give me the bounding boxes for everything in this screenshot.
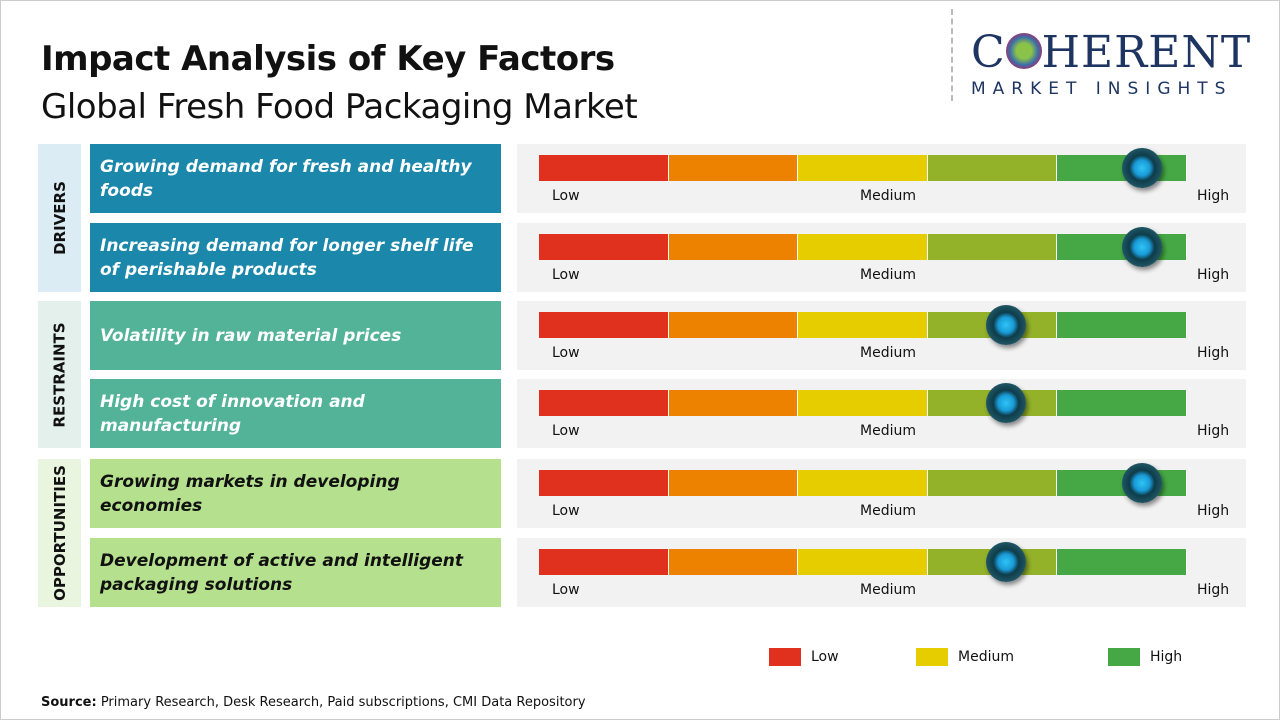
scale-low-label: Low bbox=[552, 582, 580, 598]
gauge-bar bbox=[539, 470, 1187, 496]
category-label: DRIVERS bbox=[50, 181, 69, 255]
gauge-segment bbox=[668, 155, 799, 181]
impact-gauge: Low Medium High bbox=[517, 223, 1246, 292]
category-label: RESTRAINTS bbox=[50, 321, 69, 428]
legend-swatch bbox=[769, 648, 801, 666]
gauge-segment bbox=[798, 390, 928, 416]
impact-marker bbox=[985, 383, 1026, 423]
scale-low-label: Low bbox=[552, 188, 580, 204]
gauge-segment bbox=[668, 390, 799, 416]
gauge-segment bbox=[539, 312, 669, 338]
legend-label: Medium bbox=[958, 649, 1014, 665]
category-restraints: RESTRAINTS bbox=[38, 301, 81, 448]
gauge-bar bbox=[539, 390, 1187, 416]
legend-item: Medium bbox=[916, 648, 1014, 666]
gauge-segment bbox=[1057, 312, 1187, 338]
impact-gauge: Low Medium High bbox=[517, 301, 1246, 370]
gauge-bar bbox=[539, 549, 1187, 575]
gauge-segment bbox=[668, 549, 799, 575]
legend-label: High bbox=[1150, 649, 1183, 665]
gauge-bar bbox=[539, 234, 1187, 260]
impact-gauge: Low Medium High bbox=[517, 144, 1246, 213]
scale-high-label: High bbox=[1197, 582, 1230, 598]
impact-marker bbox=[1121, 227, 1162, 267]
source-note: Source: Primary Research, Desk Research,… bbox=[41, 695, 586, 710]
scale-high-label: High bbox=[1197, 345, 1230, 361]
gauge-segment bbox=[668, 234, 799, 260]
scale-low-label: Low bbox=[552, 267, 580, 283]
gauge-bar bbox=[539, 312, 1187, 338]
scale-low-label: Low bbox=[552, 345, 580, 361]
legend-swatch bbox=[916, 648, 948, 666]
scale-high-label: High bbox=[1197, 423, 1230, 439]
scale-high-label: High bbox=[1197, 503, 1230, 519]
gauge-segment bbox=[798, 549, 928, 575]
impact-marker bbox=[1121, 463, 1162, 503]
impact-marker bbox=[1121, 148, 1162, 188]
coherent-logo: C HERENT MARKET INSIGHTS bbox=[951, 9, 1271, 101]
gauge-segment bbox=[798, 312, 928, 338]
page-title: Impact Analysis of Key Factors bbox=[41, 39, 615, 79]
gauge-segment bbox=[539, 234, 669, 260]
factor-label: Growing demand for fresh and healthy foo… bbox=[90, 144, 501, 213]
scale-medium-label: Medium bbox=[860, 267, 916, 283]
scale-medium-label: Medium bbox=[860, 188, 916, 204]
globe-icon bbox=[1005, 33, 1042, 69]
scale-low-label: Low bbox=[552, 503, 580, 519]
category-opportunities: OPPORTUNITIES bbox=[38, 459, 81, 607]
scale-high-label: High bbox=[1197, 267, 1230, 283]
gauge-bar bbox=[539, 155, 1187, 181]
gauge-segment bbox=[1057, 390, 1187, 416]
scale-medium-label: Medium bbox=[860, 503, 916, 519]
gauge-segment bbox=[539, 390, 669, 416]
source-label: Source: bbox=[41, 695, 97, 710]
impact-gauge: Low Medium High bbox=[517, 459, 1246, 528]
gauge-segment bbox=[1057, 549, 1187, 575]
impact-gauge: Low Medium High bbox=[517, 379, 1246, 448]
scale-medium-label: Medium bbox=[860, 423, 916, 439]
scale-medium-label: Medium bbox=[860, 582, 916, 598]
gauge-segment bbox=[668, 312, 799, 338]
scale-high-label: High bbox=[1197, 188, 1230, 204]
gauge-segment bbox=[668, 470, 799, 496]
factor-label: Volatility in raw material prices bbox=[90, 301, 501, 370]
gauge-segment bbox=[927, 155, 1058, 181]
factor-label: Development of active and intelligent pa… bbox=[90, 538, 501, 607]
factor-label: High cost of innovation and manufacturin… bbox=[90, 379, 501, 448]
gauge-segment bbox=[927, 470, 1058, 496]
legend-item: High bbox=[1108, 648, 1182, 666]
impact-marker bbox=[985, 305, 1026, 345]
impact-gauge: Low Medium High bbox=[517, 538, 1246, 607]
gauge-segment bbox=[539, 549, 669, 575]
scale-medium-label: Medium bbox=[860, 345, 916, 361]
source-text: Primary Research, Desk Research, Paid su… bbox=[96, 695, 586, 710]
gauge-segment bbox=[539, 155, 669, 181]
factor-label: Growing markets in developing economies bbox=[90, 459, 501, 528]
logo-wordmark: C HERENT bbox=[971, 27, 1252, 78]
page-subtitle: Global Fresh Food Packaging Market bbox=[41, 87, 638, 127]
impact-marker bbox=[985, 542, 1026, 582]
category-drivers: DRIVERS bbox=[38, 144, 81, 292]
legend-item: Low bbox=[769, 648, 839, 666]
gauge-segment bbox=[798, 470, 928, 496]
gauge-segment bbox=[798, 155, 928, 181]
gauge-segment bbox=[927, 234, 1058, 260]
scale-low-label: Low bbox=[552, 423, 580, 439]
category-label: OPPORTUNITIES bbox=[50, 465, 69, 601]
legend-label: Low bbox=[811, 649, 839, 665]
gauge-segment bbox=[539, 470, 669, 496]
factor-label: Increasing demand for longer shelf life … bbox=[90, 223, 501, 292]
legend-swatch bbox=[1108, 648, 1140, 666]
gauge-segment bbox=[798, 234, 928, 260]
logo-tagline: MARKET INSIGHTS bbox=[971, 79, 1233, 99]
